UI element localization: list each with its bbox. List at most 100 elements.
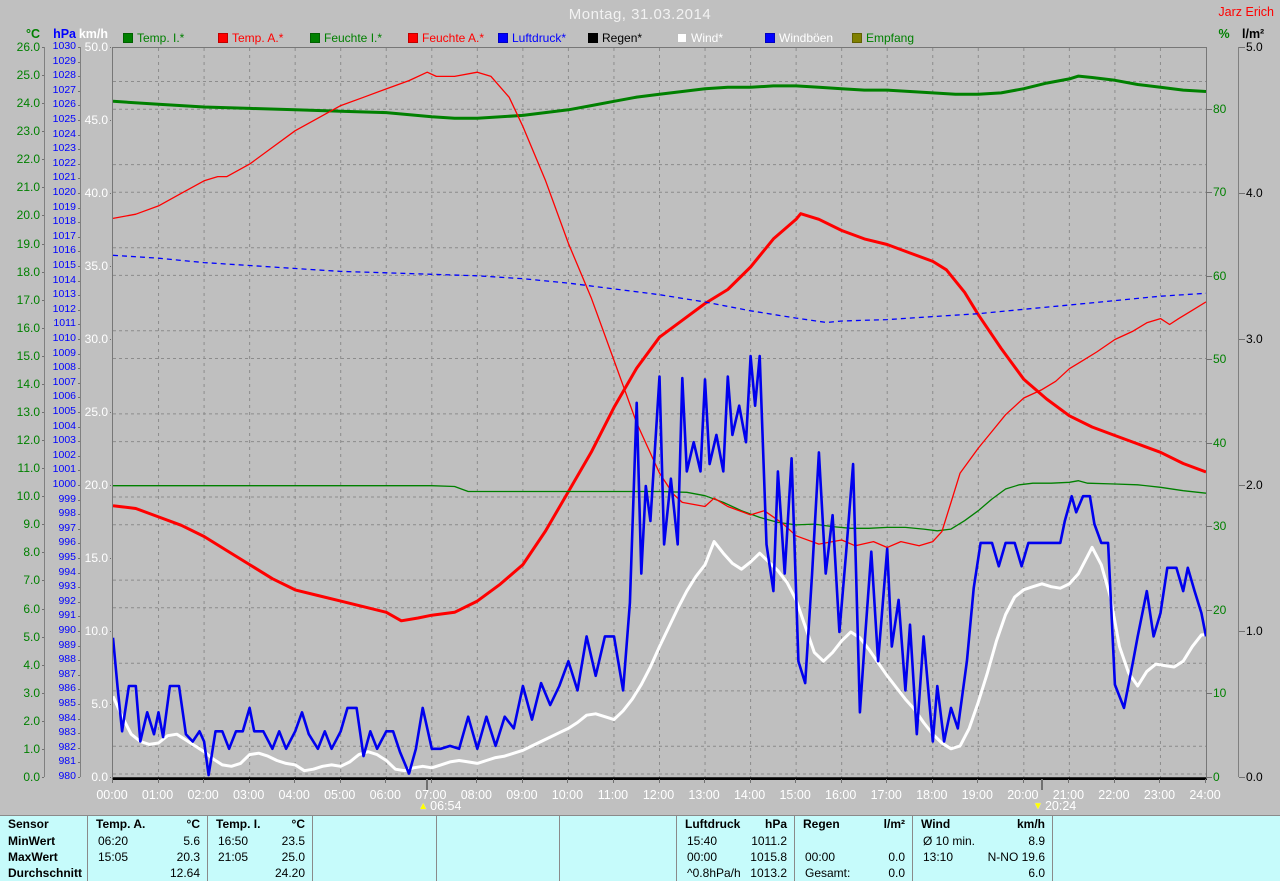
- axis-tick-label: 1001: [52, 463, 76, 476]
- axis-tick-label: 3.0: [23, 685, 40, 700]
- axis-unit-l/m²: l/m²: [1242, 27, 1265, 41]
- axis-tick-label: 1012: [52, 302, 76, 315]
- axis-tick-label: 26.0: [16, 40, 40, 54]
- axis-tick: [78, 587, 80, 589]
- stats-cell: 1011.2: [751, 834, 787, 848]
- stats-cell: 13:10: [923, 850, 954, 864]
- x-axis-tick: [339, 779, 341, 783]
- x-axis-tick: [1159, 779, 1161, 783]
- axis-tick-label: 25.0: [84, 405, 108, 419]
- axis-tick: [110, 120, 111, 121]
- legend-item-luftdruck[interactable]: Luftdruck*: [498, 31, 566, 45]
- stats-cell: 5.6: [183, 834, 200, 848]
- axis-tick-label: 20: [1213, 602, 1227, 617]
- chart-plot-area: [112, 47, 1207, 780]
- axis-tick-label: 10.0: [16, 489, 40, 504]
- stats-col-regen: [795, 816, 913, 881]
- axis-tick-label: 8.0: [23, 545, 40, 560]
- axis-tick: [42, 692, 44, 694]
- axis-tick-label: 9.0: [23, 517, 40, 532]
- axis-tick-label: 1024: [52, 127, 76, 140]
- axis-tick: [78, 368, 80, 370]
- legend-color-swatch: [765, 33, 775, 43]
- axis-tick-label: 5.0: [91, 697, 108, 711]
- stats-col-sensor: [0, 816, 88, 881]
- axis-tick: [78, 616, 80, 618]
- axis-tick: [78, 660, 80, 662]
- axis-tick: [42, 327, 44, 329]
- axis-tick-label: 22.0: [16, 152, 40, 167]
- axis-tick: [78, 105, 80, 107]
- axis-tick-label: 16.0: [16, 320, 40, 335]
- axis-tick-label: 1021: [52, 171, 76, 184]
- legend-item-tempa[interactable]: Temp. A.*: [218, 31, 283, 45]
- axis-tick: [42, 187, 44, 189]
- axis-tick-label: 988: [58, 653, 76, 666]
- stats-cell: Luftdruck: [685, 817, 741, 831]
- axis-tick: [110, 266, 111, 267]
- legend-color-swatch: [218, 33, 228, 43]
- station-owner-label: Jarz Erich: [1218, 5, 1274, 19]
- stats-cell: Temp. I.: [216, 817, 261, 831]
- x-axis-label: 21:00: [1052, 788, 1085, 802]
- axis-unit-km/h: km/h: [78, 27, 108, 41]
- legend-color-swatch: [498, 33, 508, 43]
- x-axis-tick: [430, 779, 432, 783]
- axis-tick: [1206, 777, 1212, 778]
- legend-item-windböen[interactable]: Windböen: [765, 31, 833, 45]
- axis-tick: [78, 528, 80, 530]
- x-axis-tick: [248, 779, 250, 783]
- axis-unit-hPa: hPa: [53, 27, 76, 41]
- title-bar: Montag, 31.03.2014 Jarz Erich: [0, 0, 1280, 26]
- axis-tick-label: 986: [58, 682, 76, 695]
- axis-tick: [110, 47, 111, 48]
- axis-tick-label: 30: [1213, 519, 1227, 534]
- axis-tick-label: 23.0: [16, 124, 40, 139]
- axis-tick: [1206, 609, 1212, 611]
- legend-item-wind[interactable]: Wind*: [677, 31, 723, 45]
- axis-tick-label: 994: [58, 565, 76, 578]
- axis-tick-label: 7.0: [23, 573, 40, 588]
- axis-tick: [78, 441, 80, 443]
- x-axis-label: 11:00: [597, 788, 629, 802]
- axis-tick-label: 1026: [52, 98, 76, 111]
- legend-item-empfang[interactable]: Empfang: [852, 31, 914, 45]
- stats-cell: l/m²: [883, 817, 905, 831]
- legend-label: Empfang: [866, 31, 915, 45]
- axis-tick: [42, 608, 44, 610]
- axis-tick: [42, 552, 44, 554]
- series-tempi: [113, 74, 1206, 120]
- axis-tick-label: 5.0: [1246, 40, 1263, 54]
- legend-color-swatch: [123, 33, 133, 43]
- x-axis-tick: [931, 779, 933, 783]
- legend-item-feuchtei[interactable]: Feuchte I.*: [310, 31, 382, 45]
- x-axis-label: 04:00: [278, 788, 310, 802]
- legend-item-regen[interactable]: Regen*: [588, 31, 642, 45]
- axis-tick-label: 981: [58, 755, 76, 768]
- axis-tick: [78, 426, 80, 428]
- axis-tick-label: 1015: [52, 259, 76, 271]
- axis-tick: [42, 524, 44, 526]
- x-axis-tick: [840, 779, 842, 783]
- x-axis-tick: [385, 779, 387, 783]
- axis-tick: [110, 777, 111, 778]
- axis-tick: [78, 163, 80, 165]
- axis-tick-label: 1013: [52, 288, 76, 301]
- axis-tick: [42, 777, 44, 778]
- axis-tick: [78, 704, 80, 705]
- legend-item-tempi[interactable]: Temp. I.*: [123, 31, 184, 45]
- axis-tick-label: 20.0: [16, 208, 40, 223]
- series-wind: [113, 540, 1206, 773]
- axis-tick-label: 14.0: [16, 376, 40, 391]
- axis-tick-label: 984: [58, 711, 76, 724]
- stats-cell: 0.0: [888, 866, 905, 880]
- legend-item-feuchtea[interactable]: Feuchte A.*: [408, 31, 484, 45]
- axis-tick-label: 1000: [52, 478, 76, 490]
- x-axis-label: 07:00: [415, 788, 447, 802]
- stats-cell: 8.9: [1028, 834, 1045, 848]
- axis-tick: [1206, 442, 1212, 444]
- axis-tick-label: 1016: [52, 244, 76, 257]
- stats-cell: 25.0: [281, 850, 305, 864]
- axis-tick: [42, 383, 44, 385]
